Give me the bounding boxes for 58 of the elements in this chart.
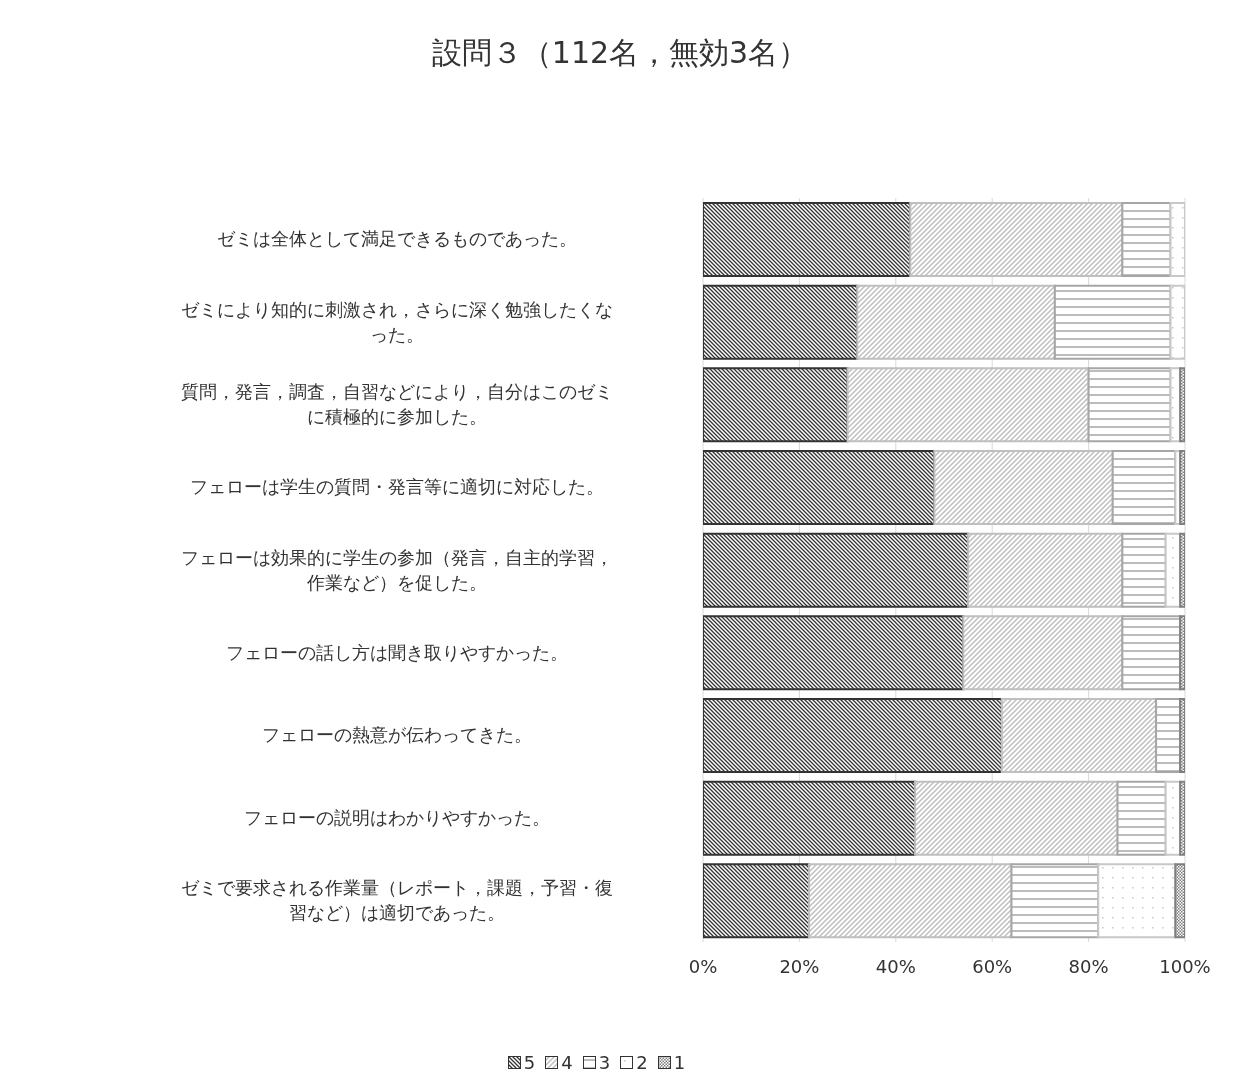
bar: [703, 202, 912, 277]
chart-title: 設問３（112名，無効3名）: [430, 34, 810, 72]
legend-label: 2: [636, 1052, 648, 1073]
legend-label: 4: [561, 1052, 573, 1073]
bar: [1010, 863, 1100, 939]
bar: [1179, 780, 1185, 856]
y-tick-label: フェローは学生の質問・発言等に適切に対応した。: [190, 476, 604, 498]
x-tick-label: 40%: [875, 955, 916, 977]
bar: [1111, 450, 1177, 525]
x-tick-label: 100%: [1159, 955, 1211, 977]
y-tick-label: ゼミで要求される作業量（レポート，課題，予習・復習など）は適切であった。: [181, 877, 613, 924]
bar: [1097, 863, 1177, 939]
bar: [703, 532, 970, 608]
bar: [1174, 863, 1185, 939]
bar: [1121, 202, 1172, 277]
bar: [703, 450, 936, 525]
y-tick-label: フェローの話し方は聞き取りやすかった。: [226, 641, 568, 663]
bar: [1000, 698, 1158, 773]
bar: [1053, 284, 1172, 360]
bar: [1169, 202, 1185, 277]
x-tick-label: 60%: [972, 955, 1013, 977]
bar: [1179, 698, 1185, 773]
y-tick-label: ゼミにより知的に刺激され，さらに深く勉強したくなった。: [181, 298, 613, 345]
y-tick-label: ゼミは全体として満足できるものであった。: [217, 228, 577, 250]
bar: [914, 780, 1119, 856]
y-tick-label: フェローは効果的に学生の参加（発言，自主的学習，作業など）を促した。: [181, 546, 613, 593]
bar: [703, 615, 965, 691]
bar: [856, 284, 1056, 360]
bar: [1121, 532, 1167, 608]
bar: [1116, 780, 1167, 856]
y-tick-label: フェローの熱意が伝わってきた。: [262, 724, 532, 746]
bar: [703, 780, 917, 856]
bar: [703, 863, 811, 939]
bar: [846, 367, 1090, 443]
bar: [1179, 532, 1185, 608]
bar: [1121, 615, 1182, 691]
bar: [1179, 367, 1185, 443]
y-tick-label: フェローの説明はわかりやすかった。: [244, 807, 550, 828]
legend-label: 5: [523, 1052, 536, 1073]
legend-label: 3: [598, 1052, 611, 1073]
bar: [962, 615, 1124, 691]
bar: [1179, 615, 1185, 691]
y-tick-label: 質問，発言，調査，自習などにより，自分はこのゼミに積極的に参加した。: [181, 381, 613, 428]
bar: [703, 698, 1003, 773]
bar: [808, 863, 1013, 939]
bar: [703, 284, 859, 360]
bar: [909, 202, 1124, 277]
bar: [1155, 698, 1182, 773]
bar: [1169, 284, 1185, 360]
legend-label: 1: [673, 1052, 686, 1073]
x-tick-label: 20%: [779, 955, 820, 977]
bar: [1087, 367, 1172, 443]
bar: [703, 367, 849, 443]
x-tick-label: 0%: [688, 955, 718, 977]
bar: [1179, 450, 1185, 525]
bar: [933, 450, 1114, 525]
bar: [967, 532, 1124, 608]
x-tick-label: 80%: [1068, 955, 1109, 977]
